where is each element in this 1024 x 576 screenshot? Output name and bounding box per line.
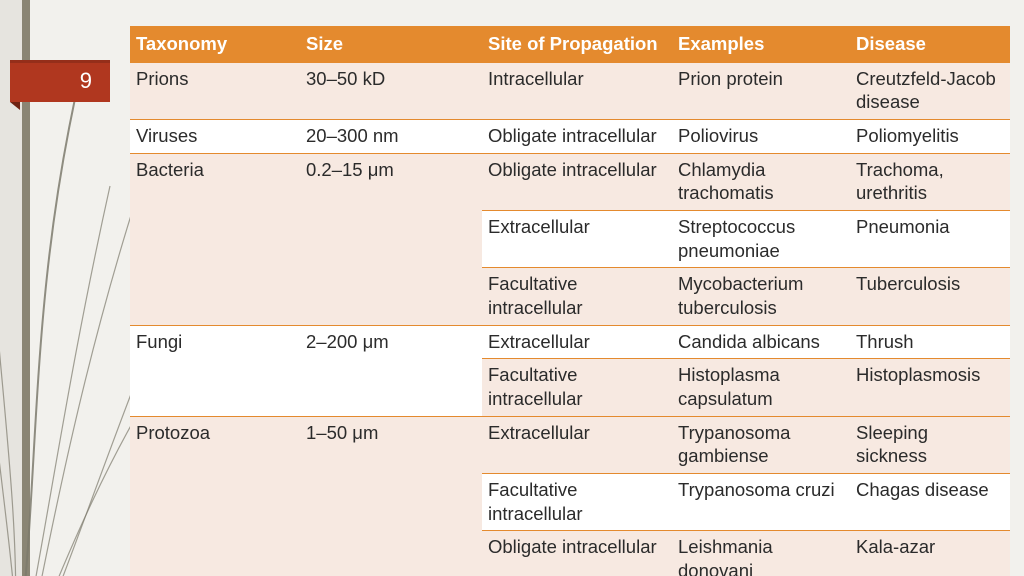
cell-disease: Tuberculosis [850, 268, 1010, 325]
cell-taxonomy: Protozoa [130, 416, 300, 576]
cell-disease: Poliomyelitis [850, 120, 1010, 154]
cell-example: Chlamydia trachomatis [672, 153, 850, 210]
cell-disease: Thrush [850, 325, 1010, 359]
cell-size: 2–200 μm [300, 325, 482, 416]
cell-disease: Sleeping sickness [850, 416, 1010, 473]
cell-taxonomy: Fungi [130, 325, 300, 416]
cell-site: Obligate intracellular [482, 531, 672, 576]
page-number: 9 [80, 68, 92, 94]
cell-disease: Creutzfeld-Jacob disease [850, 62, 1010, 119]
cell-site: Extracellular [482, 416, 672, 473]
cell-site: Extracellular [482, 325, 672, 359]
table-row: Bacteria0.2–15 μmObligate intracellularC… [130, 153, 1010, 210]
cell-site: Intracellular [482, 62, 672, 119]
cell-example: Mycobacterium tuberculosis [672, 268, 850, 325]
cell-disease: Kala-azar [850, 531, 1010, 576]
table-row: Fungi2–200 μmExtracellularCandida albica… [130, 325, 1010, 359]
cell-site: Obligate intracellular [482, 153, 672, 210]
cell-example: Prion protein [672, 62, 850, 119]
cell-site: Obligate intracellular [482, 120, 672, 154]
cell-example: Histoplasma capsulatum [672, 359, 850, 416]
cell-site: Facultative intracellular [482, 268, 672, 325]
cell-taxonomy: Bacteria [130, 153, 300, 325]
cell-disease: Pneumonia [850, 211, 1010, 268]
cell-size: 0.2–15 μm [300, 153, 482, 325]
pathogen-table: Taxonomy Size Site of Propagation Exampl… [130, 26, 1010, 576]
table-row: Prions30–50 kDIntracellularPrion protein… [130, 62, 1010, 119]
cell-site: Facultative intracellular [482, 474, 672, 531]
table-row: Viruses20–300 nmObligate intracellularPo… [130, 120, 1010, 154]
cell-example: Streptococcus pneumoniae [672, 211, 850, 268]
cell-taxonomy: Viruses [130, 120, 300, 154]
slide-background: 9 Taxonomy Size Site of Propagation Exam… [0, 0, 1024, 576]
cell-site: Extracellular [482, 211, 672, 268]
table-row: Protozoa1–50 μmExtracellularTrypanosoma … [130, 416, 1010, 473]
page-number-tab: 9 [10, 60, 110, 102]
col-size: Size [300, 26, 482, 62]
cell-disease: Histoplasmosis [850, 359, 1010, 416]
cell-example: Poliovirus [672, 120, 850, 154]
cell-size: 1–50 μm [300, 416, 482, 576]
cell-size: 20–300 nm [300, 120, 482, 154]
cell-site: Facultative intracellular [482, 359, 672, 416]
cell-example: Candida albicans [672, 325, 850, 359]
table-header-row: Taxonomy Size Site of Propagation Exampl… [130, 26, 1010, 62]
cell-example: Trypanosoma gambiense [672, 416, 850, 473]
cell-disease: Chagas disease [850, 474, 1010, 531]
col-site: Site of Propagation [482, 26, 672, 62]
col-taxonomy: Taxonomy [130, 26, 300, 62]
col-examples: Examples [672, 26, 850, 62]
col-disease: Disease [850, 26, 1010, 62]
table-body: Prions30–50 kDIntracellularPrion protein… [130, 62, 1010, 576]
cell-taxonomy: Prions [130, 62, 300, 119]
cell-example: Trypanosoma cruzi [672, 474, 850, 531]
cell-disease: Trachoma, urethritis [850, 153, 1010, 210]
cell-example: Leishmania donovani [672, 531, 850, 576]
cell-size: 30–50 kD [300, 62, 482, 119]
